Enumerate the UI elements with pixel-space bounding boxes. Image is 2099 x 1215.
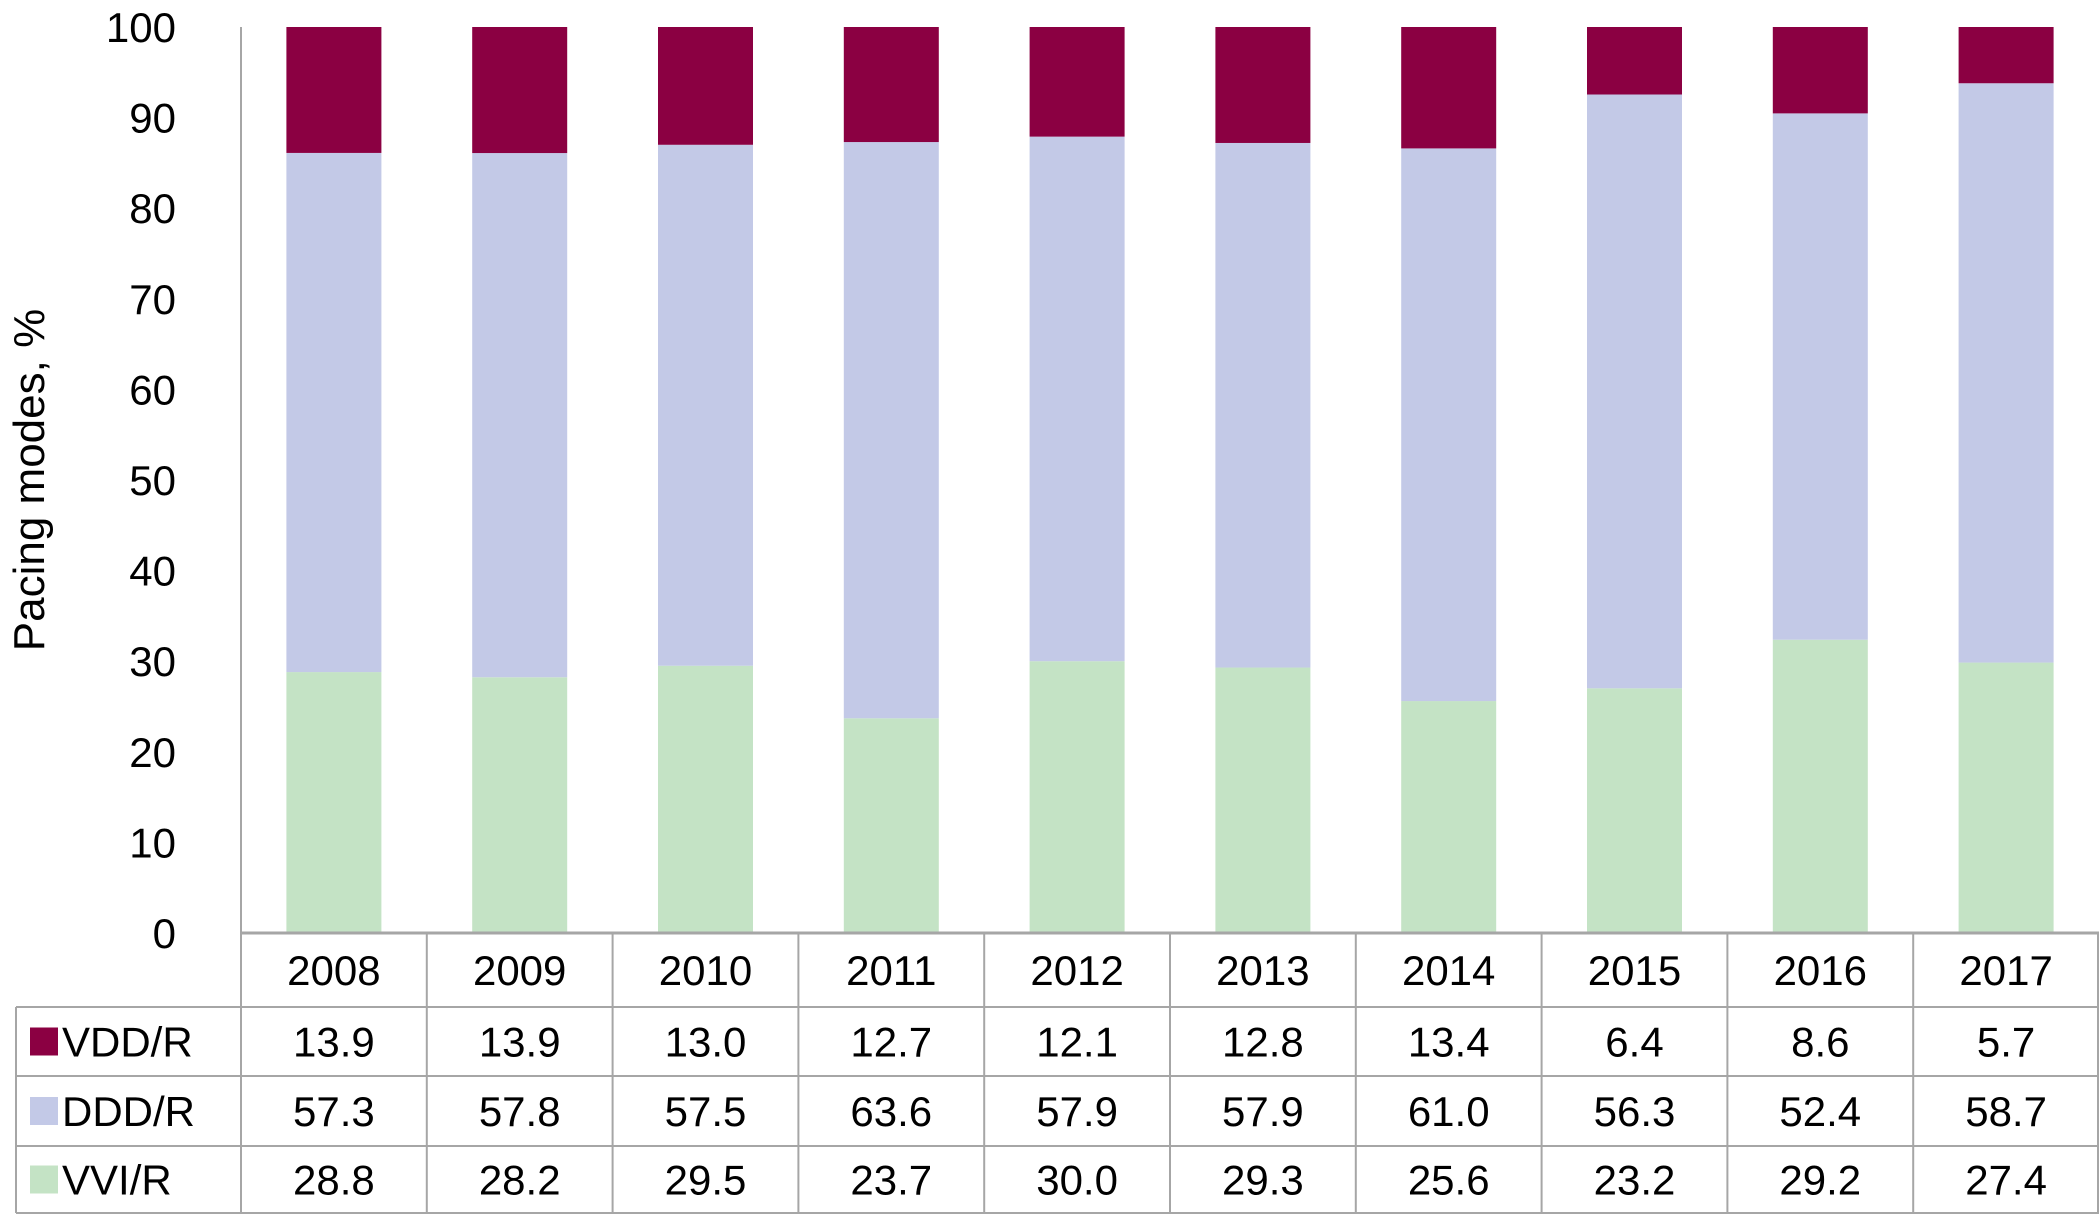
- bar-vvir-2014: [1401, 701, 1497, 933]
- bar-vddr-2017: [1958, 27, 2054, 84]
- data-label: 25.6: [1408, 1157, 1490, 1204]
- bar-dddr-2013: [1215, 142, 1311, 668]
- bar-dddr-2008: [286, 152, 382, 673]
- bar-dddr-2015: [1587, 94, 1682, 689]
- y-axis-label: Pacing modes, %: [5, 309, 54, 651]
- data-label: 13.9: [479, 1019, 561, 1066]
- data-label: 57.8: [479, 1088, 561, 1135]
- bar-vvir-2008: [286, 672, 382, 933]
- data-label: 23.7: [850, 1157, 932, 1204]
- x-tick-label: 2017: [1959, 947, 2052, 994]
- data-label: 63.6: [850, 1088, 932, 1135]
- x-tick-label: 2011: [846, 947, 936, 994]
- data-label: 8.6: [1791, 1019, 1849, 1066]
- bar-vvir-2016: [1772, 639, 1868, 933]
- x-tick-label: 2015: [1588, 947, 1681, 994]
- y-tick-label: 90: [129, 95, 176, 142]
- y-tick-label: 80: [129, 185, 176, 232]
- x-tick-label: 2010: [659, 947, 752, 994]
- legend-label: VVI/R: [62, 1157, 172, 1204]
- data-label: 29.5: [665, 1157, 747, 1204]
- x-tick-label: 2012: [1030, 947, 1123, 994]
- data-label: 29.2: [1779, 1157, 1861, 1204]
- bar-vvir-2015: [1587, 688, 1682, 933]
- y-tick-label: 100: [106, 4, 176, 51]
- x-tick-label: 2009: [473, 947, 566, 994]
- bar-vddr-2008: [286, 27, 382, 153]
- legend-swatch-vvir: [30, 1165, 58, 1194]
- y-tick-label: 40: [129, 548, 176, 595]
- data-label: 28.8: [293, 1157, 375, 1204]
- y-tick-label: 70: [129, 276, 176, 323]
- bar-vvir-2017: [1958, 662, 2054, 933]
- legend-swatch-vddr: [30, 1027, 58, 1056]
- data-label: 56.3: [1594, 1088, 1676, 1135]
- x-tick-label: 2014: [1402, 947, 1495, 994]
- data-label: 29.3: [1222, 1157, 1304, 1204]
- data-label: 13.4: [1408, 1019, 1490, 1066]
- bar-vddr-2016: [1772, 27, 1868, 114]
- data-label: 61.0: [1408, 1088, 1490, 1135]
- bar-dddr-2017: [1958, 83, 2054, 663]
- bar-vvir-2012: [1029, 661, 1125, 933]
- data-label: 28.2: [479, 1157, 561, 1204]
- bar-dddr-2016: [1772, 113, 1868, 640]
- y-tick-label: 30: [129, 638, 176, 685]
- bar-vvir-2013: [1215, 667, 1311, 933]
- data-label: 57.9: [1222, 1088, 1304, 1135]
- bar-vddr-2009: [472, 27, 568, 154]
- bar-dddr-2009: [472, 153, 568, 678]
- bar-vddr-2013: [1215, 27, 1311, 143]
- legend-label: DDD/R: [62, 1088, 195, 1135]
- data-label: 12.8: [1222, 1019, 1304, 1066]
- data-label: 6.4: [1605, 1019, 1663, 1066]
- bar-vvir-2011: [843, 718, 939, 933]
- bar-vddr-2015: [1587, 27, 1682, 95]
- bar-vvir-2010: [658, 665, 753, 933]
- legend-label: VDD/R: [62, 1019, 193, 1066]
- data-label: 13.9: [293, 1019, 375, 1066]
- data-label: 58.7: [1965, 1088, 2047, 1135]
- data-label: 57.5: [665, 1088, 747, 1135]
- data-label: 57.9: [1036, 1088, 1118, 1135]
- data-label: 12.7: [850, 1019, 932, 1066]
- data-label: 30.0: [1036, 1157, 1118, 1204]
- y-tick-label: 0: [153, 910, 176, 957]
- bar-dddr-2010: [658, 144, 753, 666]
- bar-vddr-2010: [658, 27, 753, 145]
- y-tick-label: 60: [129, 366, 176, 413]
- legend-swatch-dddr: [30, 1097, 58, 1125]
- x-tick-label: 2013: [1216, 947, 1309, 994]
- bar-vvir-2009: [472, 677, 568, 933]
- data-label: 52.4: [1779, 1088, 1861, 1135]
- data-label: 13.0: [665, 1019, 747, 1066]
- bar-dddr-2014: [1401, 148, 1497, 702]
- bar-dddr-2011: [843, 142, 939, 719]
- y-tick-label: 20: [129, 729, 176, 776]
- y-tick-label: 50: [129, 457, 176, 504]
- data-label: 23.2: [1594, 1157, 1676, 1204]
- bar-vddr-2012: [1029, 27, 1125, 137]
- y-tick-label: 10: [129, 819, 176, 866]
- data-label: 27.4: [1965, 1157, 2047, 1204]
- data-label: 57.3: [293, 1088, 375, 1135]
- data-label: 12.1: [1036, 1019, 1118, 1066]
- bar-vddr-2014: [1401, 27, 1497, 149]
- bar-dddr-2012: [1029, 136, 1125, 662]
- data-label: 5.7: [1977, 1019, 2035, 1066]
- x-tick-label: 2016: [1774, 947, 1867, 994]
- x-tick-label: 2008: [287, 947, 380, 994]
- bar-vddr-2011: [843, 27, 939, 143]
